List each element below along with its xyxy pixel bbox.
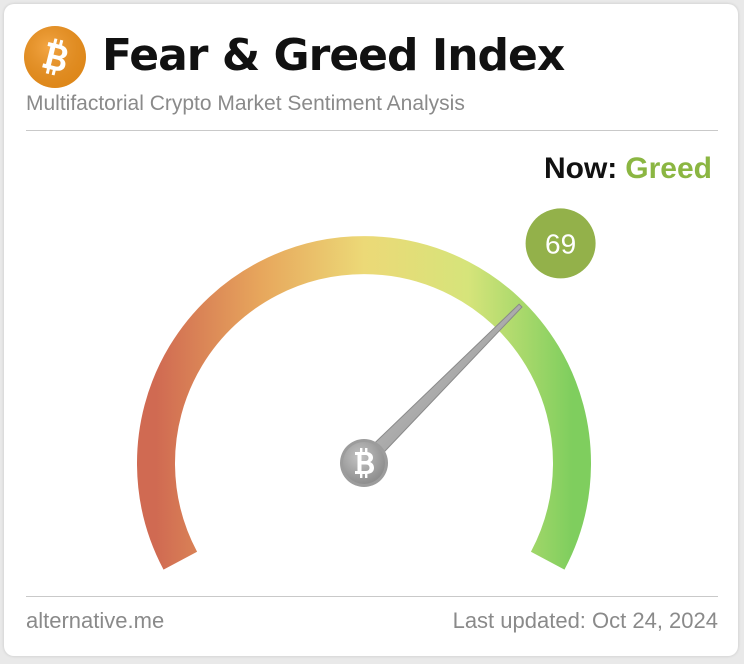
last-updated: Last updated: Oct 24, 2024 [452, 608, 718, 633]
page-title: Fear & Greed Index [102, 30, 565, 81]
now-label: Now: [543, 152, 618, 185]
sentiment-gauge: 69 [137, 208, 596, 570]
bitcoin-hub-icon [340, 439, 388, 487]
gauge-value-label: 69 [545, 228, 576, 259]
gauge-value-badge: 69 [525, 208, 596, 279]
gauge-arc [137, 236, 591, 570]
header-divider [26, 130, 718, 131]
gauge-needle [358, 303, 523, 469]
now-value: Greed [625, 152, 712, 185]
footer-divider [26, 596, 718, 597]
bitcoin-logo-icon [24, 26, 86, 88]
widget-header: Fear & Greed Index [24, 26, 724, 96]
page-subtitle: Multifactorial Crypto Market Sentiment A… [26, 92, 465, 115]
source-link[interactable]: alternative.me [26, 608, 165, 633]
fear-greed-widget: Fear & Greed Index Multifactorial Crypto… [4, 4, 738, 656]
current-sentiment: Now: Greed [544, 152, 712, 186]
